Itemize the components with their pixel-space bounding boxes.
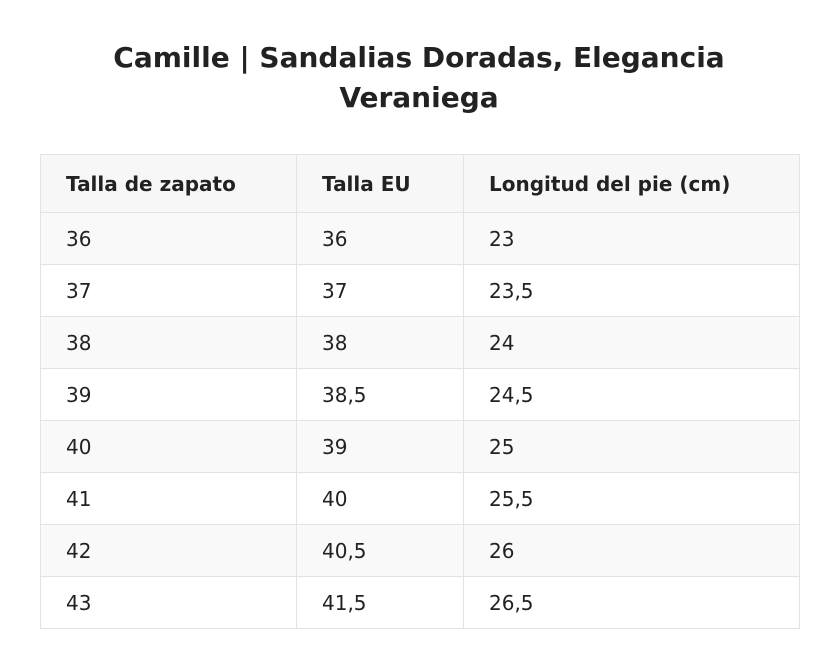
cell-foot-length: 24 — [463, 316, 800, 369]
cell-eu-size: 36 — [296, 212, 464, 265]
table-row: 39 38,5 24,5 — [40, 368, 800, 421]
size-chart-table: Talla de zapato Talla EU Longitud del pi… — [40, 154, 800, 629]
cell-shoe-size: 38 — [40, 316, 297, 369]
cell-eu-size: 38,5 — [296, 368, 464, 421]
cell-foot-length: 25 — [463, 420, 800, 473]
cell-shoe-size: 42 — [40, 524, 297, 577]
cell-eu-size: 40 — [296, 472, 464, 525]
cell-eu-size: 38 — [296, 316, 464, 369]
cell-shoe-size: 41 — [40, 472, 297, 525]
cell-shoe-size: 43 — [40, 576, 297, 629]
cell-shoe-size: 36 — [40, 212, 297, 265]
cell-foot-length: 26,5 — [463, 576, 800, 629]
table-header-row: Talla de zapato Talla EU Longitud del pi… — [40, 154, 800, 213]
table-row: 41 40 25,5 — [40, 472, 800, 525]
cell-foot-length: 26 — [463, 524, 800, 577]
cell-foot-length: 23,5 — [463, 264, 800, 317]
cell-foot-length: 24,5 — [463, 368, 800, 421]
table-row: 37 37 23,5 — [40, 264, 800, 317]
cell-eu-size: 39 — [296, 420, 464, 473]
table-row: 40 39 25 — [40, 420, 800, 473]
cell-foot-length: 23 — [463, 212, 800, 265]
cell-shoe-size: 39 — [40, 368, 297, 421]
header-eu-size: Talla EU — [296, 154, 464, 213]
header-shoe-size: Talla de zapato — [40, 154, 297, 213]
cell-foot-length: 25,5 — [463, 472, 800, 525]
table-row: 38 38 24 — [40, 316, 800, 369]
cell-shoe-size: 37 — [40, 264, 297, 317]
cell-eu-size: 41,5 — [296, 576, 464, 629]
header-foot-length: Longitud del pie (cm) — [463, 154, 800, 213]
cell-shoe-size: 40 — [40, 420, 297, 473]
table-row: 43 41,5 26,5 — [40, 576, 800, 629]
table-row: 42 40,5 26 — [40, 524, 800, 577]
cell-eu-size: 37 — [296, 264, 464, 317]
page-title: Camille | Sandalias Doradas, Elegancia V… — [113, 41, 725, 114]
cell-eu-size: 40,5 — [296, 524, 464, 577]
table-row: 36 36 23 — [40, 212, 800, 265]
